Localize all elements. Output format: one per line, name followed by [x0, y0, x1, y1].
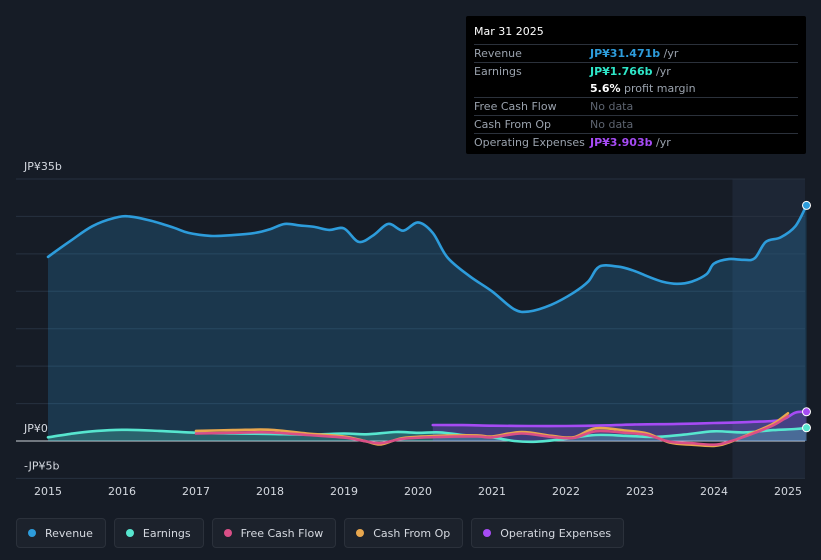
earnings-area	[48, 427, 807, 442]
financial-chart: JP¥35b JP¥0 -JP¥5b 2015 2016 2017 2018 2019 2020…	[16, 160, 811, 498]
tooltip-row-revenue: Revenue JP¥31.471b /yr	[474, 44, 798, 62]
legend-dot-icon	[483, 529, 492, 537]
tooltip-row-cash-from-op: Cash From Op No data	[474, 115, 798, 133]
tooltip-value: JP¥3.903b	[590, 136, 653, 149]
tooltip-value: No data	[590, 100, 634, 113]
x-axis-label: 2015	[34, 485, 62, 498]
legend-item-operating-expenses[interactable]: Operating Expenses	[471, 518, 625, 548]
revenue-line	[46, 204, 808, 314]
tooltip-row-operating-expenses: Operating Expenses JP¥3.903b /yr	[474, 133, 798, 151]
legend-item-free-cash-flow[interactable]: Free Cash Flow	[211, 518, 337, 548]
axis-labels: JP¥35b JP¥0 -JP¥5b 2015 2016 2017 2018 2019 2020…	[23, 160, 802, 498]
tooltip-label: Revenue	[474, 47, 522, 60]
tooltip-suffix: /yr	[655, 136, 671, 149]
tooltip-label	[474, 81, 590, 97]
x-axis-label: 2018	[256, 485, 284, 498]
revenue-area	[48, 205, 807, 441]
tooltip-label: Earnings	[474, 65, 522, 78]
x-axis-label: 2016	[108, 485, 136, 498]
earnings-end-marker	[802, 423, 811, 433]
operating-expenses-end-marker	[802, 407, 811, 417]
legend-item-cash-from-op[interactable]: Cash From Op	[344, 518, 464, 548]
y-axis-label: -JP¥5b	[24, 459, 59, 472]
legend-label: Free Cash Flow	[240, 526, 324, 540]
series-earnings	[46, 426, 808, 444]
legend-label: Operating Expenses	[500, 526, 612, 540]
x-axis-label: 2023	[626, 485, 654, 498]
tooltip-suffix: /yr	[663, 47, 679, 60]
tooltip: Mar 31 2025 Revenue JP¥31.471b /yr Earni…	[466, 16, 806, 154]
series-revenue	[46, 204, 808, 441]
x-axis-label: 2020	[404, 485, 432, 498]
tooltip-suffix: profit margin	[624, 82, 696, 95]
tooltip-suffix: /yr	[655, 65, 671, 78]
legend-label: Cash From Op	[373, 526, 451, 540]
tooltip-value: No data	[590, 118, 634, 131]
legend-label: Earnings	[142, 526, 191, 540]
legend-dot-icon	[356, 529, 365, 537]
x-axis-label: 2022	[552, 485, 580, 498]
tooltip-label: Operating Expenses	[474, 136, 585, 149]
series-layer	[46, 200, 811, 448]
tooltip-label: Cash From Op	[474, 118, 552, 131]
tooltip-value: JP¥31.471b	[590, 47, 661, 60]
tooltip-value: JP¥1.766b	[590, 65, 653, 78]
legend-dot-icon	[223, 529, 232, 537]
tooltip-row-free-cash-flow: Free Cash Flow No data	[474, 97, 798, 115]
tooltip-row-profit-margin: 5.6% profit margin	[474, 80, 798, 97]
x-axis-label: 2024	[700, 485, 728, 498]
x-axis-label: 2017	[182, 485, 210, 498]
y-axis-label: JP¥35b	[23, 160, 62, 173]
legend: Revenue Earnings Free Cash Flow Cash Fro…	[16, 518, 625, 548]
x-axis-label: 2019	[330, 485, 358, 498]
legend-dot-icon	[28, 529, 36, 537]
revenue-end-marker	[802, 200, 811, 210]
tooltip-row-earnings: Earnings JP¥1.766b /yr	[474, 62, 798, 80]
x-axis-label: 2021	[478, 485, 506, 498]
series-free-cash-flow	[194, 415, 790, 447]
free-cash-flow-line	[194, 415, 790, 447]
legend-dot-icon	[125, 529, 134, 537]
tooltip-label: Free Cash Flow	[474, 100, 557, 113]
legend-item-earnings[interactable]: Earnings	[113, 518, 204, 548]
y-axis-label: JP¥0	[23, 422, 48, 435]
legend-label: Revenue	[45, 526, 93, 540]
tooltip-date: Mar 31 2025	[474, 25, 544, 38]
x-axis-label: 2025	[774, 485, 802, 498]
legend-item-revenue[interactable]: Revenue	[16, 518, 106, 548]
earnings-line	[46, 426, 808, 444]
tooltip-value: 5.6%	[590, 82, 621, 95]
